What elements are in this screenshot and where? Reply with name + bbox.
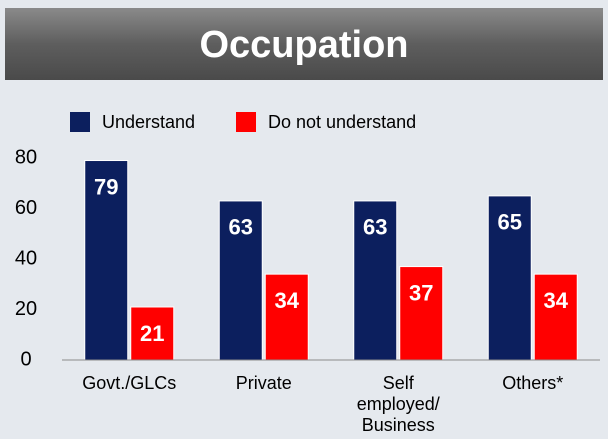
bar [533,273,578,361]
y-tick-label: 20 [15,298,37,320]
value-label: 21 [140,321,164,346]
legend-swatch [70,112,90,132]
y-tick-label: 60 [15,197,37,219]
y-tick-label: 0 [20,348,31,370]
bar [487,195,532,361]
value-label: 79 [94,174,118,199]
bar [218,200,263,361]
value-label: 63 [229,215,253,240]
x-tick-label: Govt./GLCs [82,373,177,393]
value-label: 65 [498,210,522,235]
legend-label: Understand [102,112,195,132]
value-label: 63 [363,215,387,240]
bar [353,200,398,361]
chart-title: Occupation [199,24,408,66]
y-tick-label: 80 [15,146,37,168]
x-tick-label: Self employed/ Business [356,373,440,435]
value-label: 34 [275,288,300,313]
legend-label: Do not understand [268,112,416,132]
bar [84,160,129,361]
title-banner [5,8,603,80]
value-label: 34 [544,288,569,313]
y-tick-label: 40 [15,247,37,269]
value-label: 37 [409,280,433,305]
bar [130,306,175,361]
bar [399,266,444,361]
x-tick-label: Private [235,373,292,393]
legend-swatch [236,112,256,132]
x-tick-label: Others* [502,373,564,393]
